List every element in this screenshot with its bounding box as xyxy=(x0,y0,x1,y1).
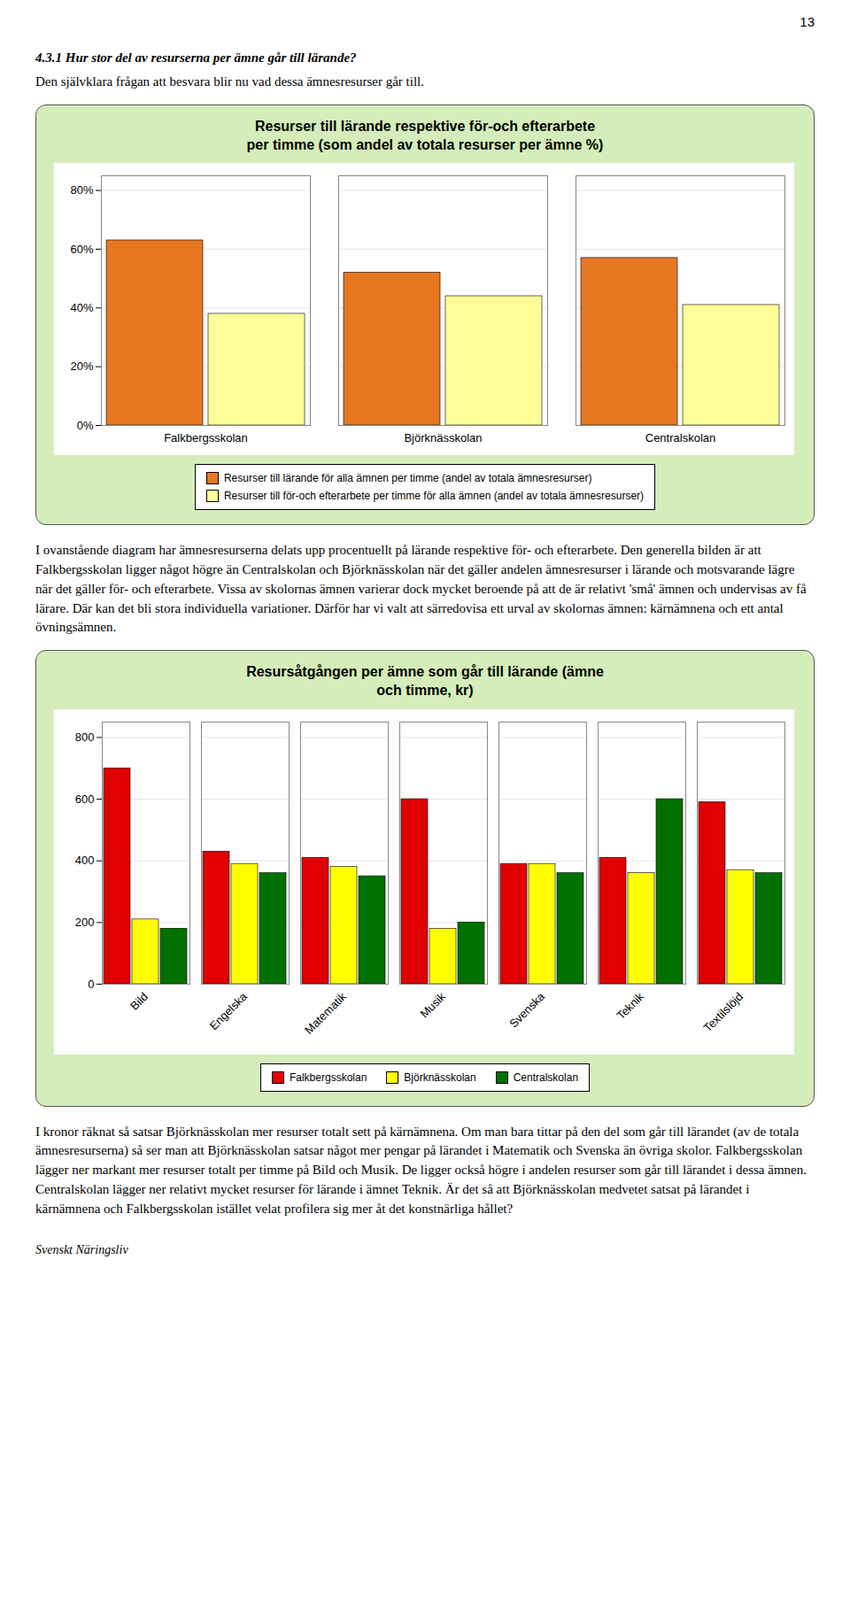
html-text:Centralskolan: Centralskolan xyxy=(513,1071,579,1084)
html-text:Falkbergsskolan: Falkbergsskolan xyxy=(289,1071,367,1084)
html-text:4.3.1 Hur stor del av resurser: 4.3.1 Hur stor del av resurserna per ämn… xyxy=(35,50,357,65)
svg-text:80%: 80% xyxy=(69,184,93,198)
html-text:Den självklara frågan att besv: Den självklara frågan att besvara blir n… xyxy=(35,74,425,89)
svg-text:800: 800 xyxy=(75,730,95,744)
svg-text:Matematik: Matematik xyxy=(301,989,349,1036)
svg-text:Musik: Musik xyxy=(417,989,449,1020)
svg-text:40%: 40% xyxy=(69,301,93,315)
svg-text:0%: 0% xyxy=(77,418,94,433)
html-text:13: 13 xyxy=(799,14,815,30)
html-text:Björknässkolan: Björknässkolan xyxy=(404,1071,477,1084)
svg-text:Svenska: Svenska xyxy=(506,989,548,1030)
html-text:I kronor räknat så satsar Björ: I kronor räknat så satsar Björknässkolan… xyxy=(35,1124,807,1216)
html-text:Resurser till för-och efterarb: Resurser till för-och efterarbete per ti… xyxy=(223,489,644,503)
html-text:Resurser till lärande för alla: Resurser till lärande för alla ämnen per… xyxy=(223,472,592,485)
svg-text:Falkbergsskolan: Falkbergsskolan xyxy=(163,431,248,445)
svg-text:20%: 20% xyxy=(69,360,93,374)
svg-text:60%: 60% xyxy=(69,242,93,256)
svg-text:Engelska: Engelska xyxy=(207,989,251,1033)
html-text:Resursåtgången per ämne som gå: Resursåtgången per ämne som går till lär… xyxy=(246,664,604,680)
html-text:Svenskt Näringsliv: Svenskt Näringsliv xyxy=(35,1243,129,1257)
html-text:I ovanstående diagram har ämne: I ovanstående diagram har ämnesresursern… xyxy=(35,543,807,635)
svg-text:Centralskolan: Centralskolan xyxy=(645,431,717,445)
svg-text:Teknik: Teknik xyxy=(613,989,647,1022)
html-text:och timme, kr): och timme, kr) xyxy=(376,682,474,698)
svg-text:Bild: Bild xyxy=(127,989,151,1013)
svg-text:0: 0 xyxy=(87,976,94,990)
svg-text:400: 400 xyxy=(75,853,95,867)
svg-text:Björknässkolan: Björknässkolan xyxy=(403,431,482,445)
svg-text:600: 600 xyxy=(75,791,95,805)
svg-text:Textilslöjd: Textilslöjd xyxy=(701,989,746,1034)
svg-text:200: 200 xyxy=(75,915,95,929)
html-text:per timme (som andel av totala: per timme (som andel av totala resurser … xyxy=(246,136,604,152)
html-text:Resurser till lärande respekti: Resurser till lärande respektive för-och… xyxy=(254,118,596,134)
